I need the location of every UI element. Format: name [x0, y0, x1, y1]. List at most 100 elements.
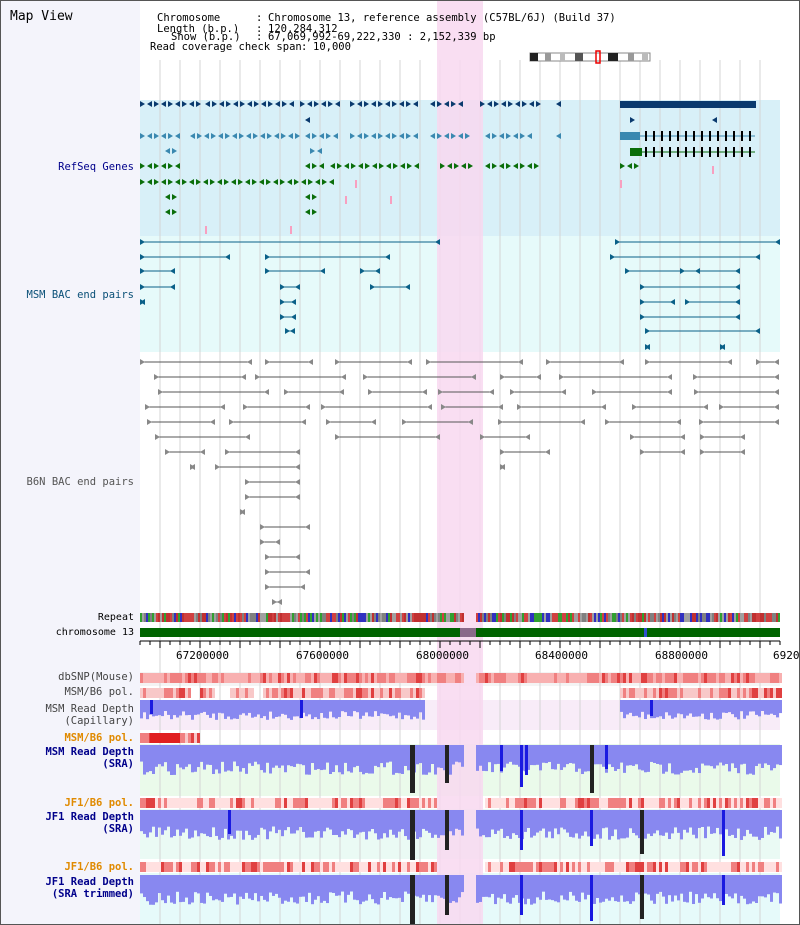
heat-cell	[341, 798, 344, 808]
repeat-segment	[726, 613, 728, 622]
heat-cell	[635, 862, 638, 872]
heat-cell	[377, 798, 380, 808]
depth-bar	[266, 810, 269, 840]
heat-cell	[614, 673, 617, 683]
heat-cell	[224, 798, 227, 808]
depth-bar	[659, 810, 662, 836]
b6n-bac-end	[471, 374, 476, 380]
heat-cell	[506, 798, 509, 808]
heat-cell	[665, 798, 668, 808]
repeat-segment	[632, 613, 634, 622]
repeat-segment	[394, 613, 396, 622]
b6n-bac-end	[200, 449, 205, 455]
chromosome-mark	[644, 628, 647, 637]
b6n-bac-end	[305, 524, 310, 530]
depth-bar	[428, 745, 431, 773]
b6n-bac-end	[700, 434, 705, 440]
heat-cell	[311, 688, 314, 698]
depth-bar	[680, 875, 683, 894]
depth-bar	[749, 745, 752, 774]
heat-cell	[695, 862, 698, 872]
depth-bar	[170, 810, 173, 838]
depth-bar	[404, 700, 407, 716]
repeat-segment	[476, 613, 478, 622]
heat-cell	[617, 862, 620, 872]
repeat-segment	[570, 613, 572, 622]
refseq-gene-exon	[261, 101, 266, 107]
depth-bar	[320, 875, 323, 903]
msm-bac-end	[140, 299, 145, 305]
depth-bar	[713, 875, 716, 894]
depth-bar	[185, 700, 188, 716]
b6n-bac-end	[402, 419, 407, 425]
heat-cell	[428, 798, 431, 808]
repeat-segment	[430, 613, 432, 622]
refseq-gene-exon	[627, 163, 632, 169]
depth-bar	[557, 875, 560, 903]
depth-bar	[356, 810, 359, 835]
b6n-bac-end	[580, 419, 585, 425]
heat-cell	[719, 862, 722, 872]
heat-cell	[725, 798, 728, 808]
refseq-gene-exon	[212, 101, 217, 107]
repeat-segment	[270, 613, 272, 622]
heat-cell	[773, 673, 776, 683]
heat-cell	[236, 673, 239, 683]
refseq-gene-exon	[154, 133, 159, 139]
heat-cell	[335, 688, 338, 698]
repeat-segment	[372, 613, 374, 622]
refseq-gene-exon	[274, 133, 279, 139]
refseq-gene-exon	[378, 101, 383, 107]
heat-cell	[278, 688, 281, 698]
heat-cell	[371, 673, 374, 683]
refseq-gene-exon	[399, 101, 404, 107]
repeat-segment	[206, 613, 208, 622]
heat-cell	[365, 673, 368, 683]
refseq-gene-exon	[140, 179, 145, 185]
heat-cell	[515, 862, 518, 872]
b6n-bac-end	[546, 359, 551, 365]
heat-cell	[551, 862, 554, 872]
depth-bar	[575, 875, 578, 901]
depth-bar	[230, 745, 233, 772]
depth-bar	[500, 875, 503, 899]
repeat-segment	[374, 613, 376, 622]
refseq-gene-exon	[288, 133, 293, 139]
heat-cell	[626, 688, 629, 698]
heat-cell	[194, 733, 197, 743]
depth-bar	[269, 875, 272, 893]
heat-cell	[617, 798, 620, 808]
heat-cell	[695, 688, 698, 698]
depth-bar	[353, 700, 356, 712]
depth-bar	[539, 745, 542, 771]
heat-cell	[521, 673, 524, 683]
depth-bar	[386, 745, 389, 763]
depth-bar	[377, 810, 380, 840]
depth-bar	[737, 700, 740, 720]
heat-cell	[635, 673, 638, 683]
heat-cell	[638, 688, 641, 698]
depth-bar	[545, 745, 548, 764]
heat-cell	[149, 798, 152, 808]
depth-bar	[647, 700, 650, 715]
heat-cell	[488, 862, 491, 872]
heat-cell	[374, 673, 377, 683]
heat-cell	[626, 798, 629, 808]
ideogram-band	[642, 53, 648, 61]
heat-cell	[161, 688, 164, 698]
heat-cell	[521, 798, 524, 808]
ideogram-band	[575, 53, 583, 61]
depth-bar	[626, 810, 629, 838]
heat-cell	[311, 798, 314, 808]
depth-bar	[653, 810, 656, 834]
repeat-segment	[716, 613, 718, 622]
depth-bar	[572, 875, 575, 896]
heat-cell	[728, 673, 731, 683]
heat-cell	[632, 673, 635, 683]
heat-cell	[170, 862, 173, 872]
depth-bar	[704, 810, 707, 839]
depth-bar	[383, 875, 386, 892]
depth-bar	[302, 810, 305, 832]
depth-bar	[188, 875, 191, 905]
